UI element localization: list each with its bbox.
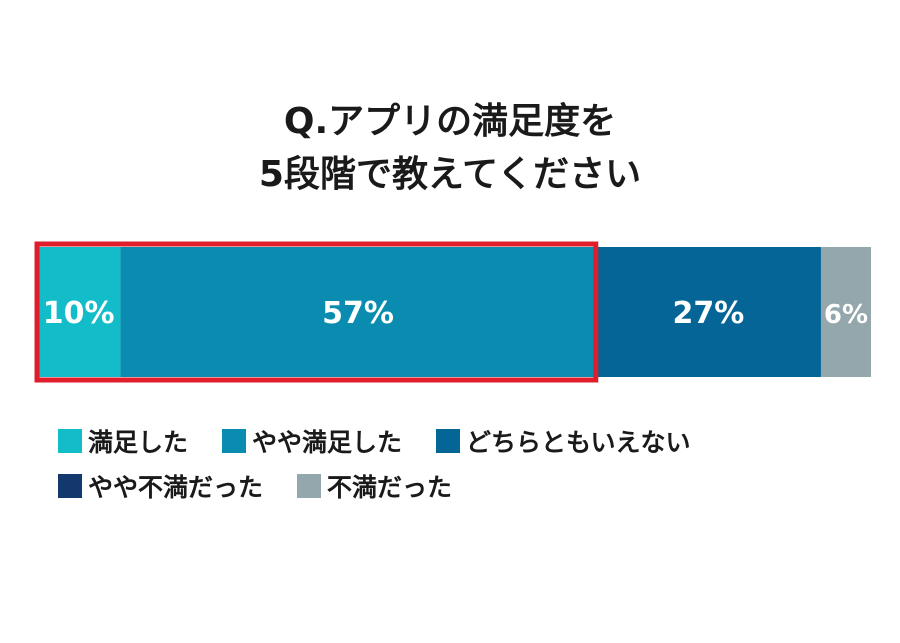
chart-title: Q.アプリの満足度を 5段階で教えてください: [0, 95, 900, 201]
chart-title-line-2: 5段階で教えてください: [258, 154, 642, 195]
value-label-neutral: 27%: [672, 296, 744, 331]
legend-item-satisfied: 満足した: [58, 423, 188, 459]
legend-item-neutral: どちらともいえない: [436, 423, 691, 459]
legend-row-1: 満足した やや満足した どちらともいえない: [58, 418, 878, 463]
legend-item-dissatisfied: 不満だった: [297, 468, 452, 504]
legend-item-somewhat-dissatisfied: やや不満だった: [58, 468, 263, 504]
legend-label-somewhat-dissatisfied: やや不満だった: [88, 472, 264, 502]
legend-label-neutral: どちらともいえない: [466, 427, 691, 457]
stacked-bar-chart: 10% 57% 27% 6%: [34, 241, 871, 383]
value-label-somewhat-satisfied: 57%: [322, 296, 394, 331]
legend-swatch-satisfied: [58, 428, 82, 453]
bar-segment-neutral: [595, 247, 821, 377]
legend-label-somewhat-satisfied: やや満足した: [252, 427, 403, 457]
bar-segment-somewhat-satisfied: [120, 247, 596, 377]
highlight-frame: [34, 241, 599, 383]
value-label-satisfied: 10%: [43, 296, 115, 331]
legend-row-2: やや不満だった 不満だった: [58, 463, 878, 508]
legend-swatch-somewhat-satisfied: [222, 428, 247, 453]
legend-label-satisfied: 満足した: [88, 427, 189, 457]
legend-swatch-somewhat-dissatisfied: [58, 473, 82, 498]
legend-label-dissatisfied: 不満だった: [327, 472, 453, 502]
legend-swatch-neutral: [436, 428, 461, 453]
chart-title-line-1: Q.アプリの満足度を: [283, 101, 617, 142]
legend: 満足した やや満足した どちらともいえない やや不満だった 不満だった: [58, 418, 878, 508]
value-label-dissatisfied: 6%: [824, 300, 868, 330]
bar-segment-dissatisfied: [820, 247, 871, 377]
bar-segment-satisfied: [37, 247, 121, 377]
legend-item-somewhat-satisfied: やや満足した: [222, 423, 402, 459]
legend-swatch-dissatisfied: [297, 473, 322, 498]
